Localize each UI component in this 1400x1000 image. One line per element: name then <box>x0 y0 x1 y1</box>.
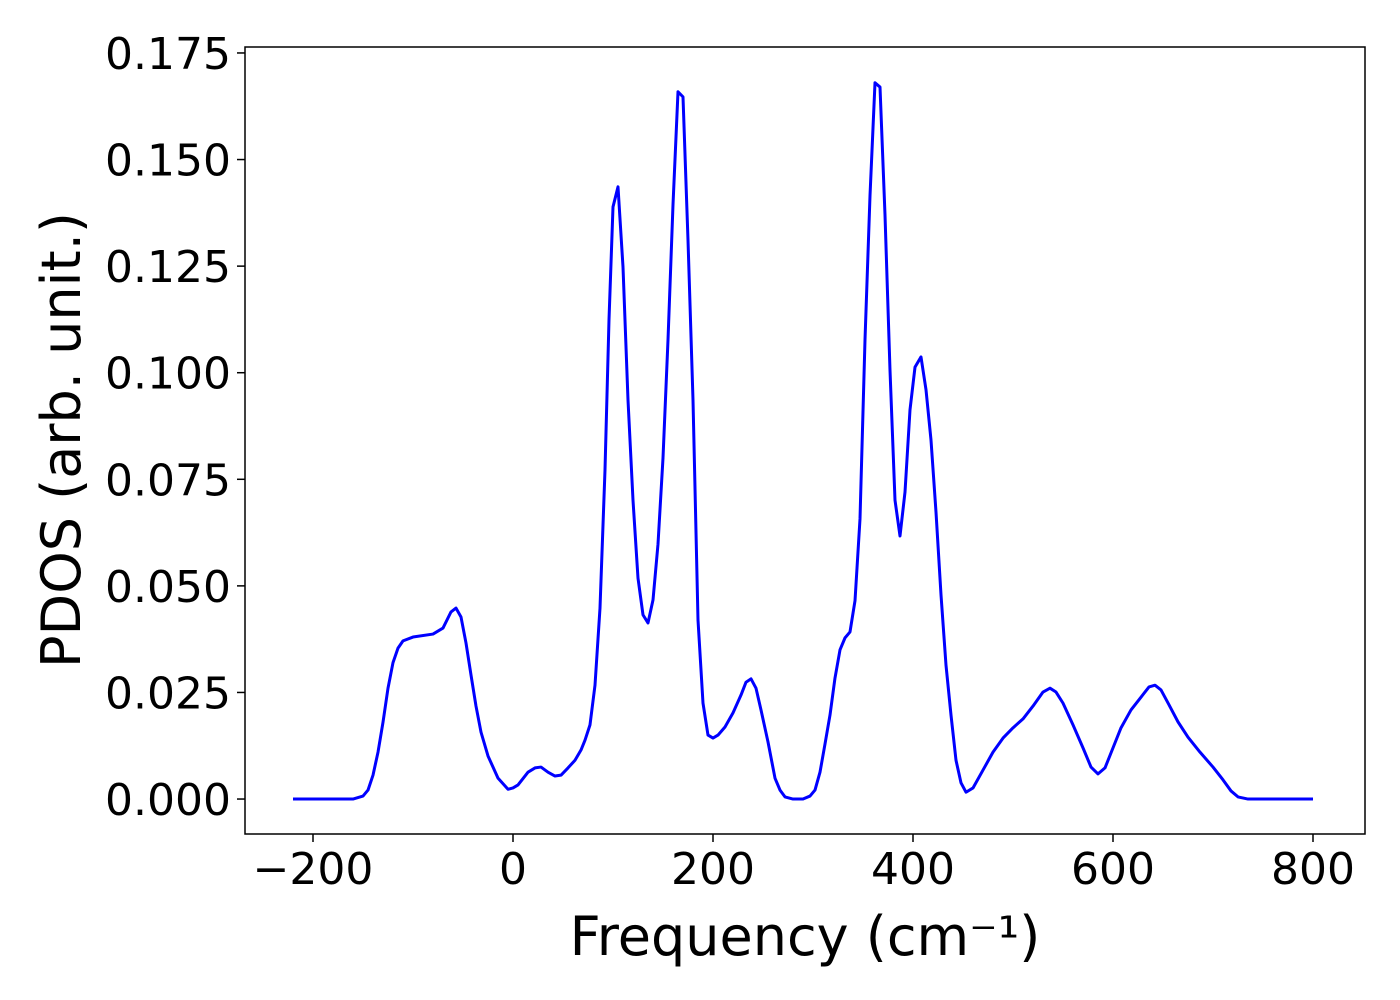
y-tick-label: 0.100 <box>105 349 231 400</box>
x-tick-label: −200 <box>253 844 374 895</box>
y-axis-label: PDOS (arb. unit.) <box>30 212 93 668</box>
x-tick-label: 600 <box>1071 844 1155 895</box>
y-tick-label: 0.050 <box>105 562 231 613</box>
plot-frame <box>244 46 1366 835</box>
x-axis-label: Frequency (cm⁻¹) <box>570 905 1041 968</box>
y-tick-label: 0.000 <box>105 775 231 826</box>
x-tick-label: 0 <box>499 844 527 895</box>
x-tick-label: 400 <box>871 844 955 895</box>
y-tick-label: 0.150 <box>105 136 231 187</box>
y-tick-label: 0.175 <box>105 29 231 80</box>
y-tick-label: 0.125 <box>105 242 231 293</box>
y-tick-label: 0.075 <box>105 455 231 506</box>
x-tick-label: 200 <box>671 844 755 895</box>
data-line <box>293 81 1313 801</box>
y-tick-label: 0.025 <box>105 668 231 719</box>
x-tick-label: 800 <box>1271 844 1355 895</box>
